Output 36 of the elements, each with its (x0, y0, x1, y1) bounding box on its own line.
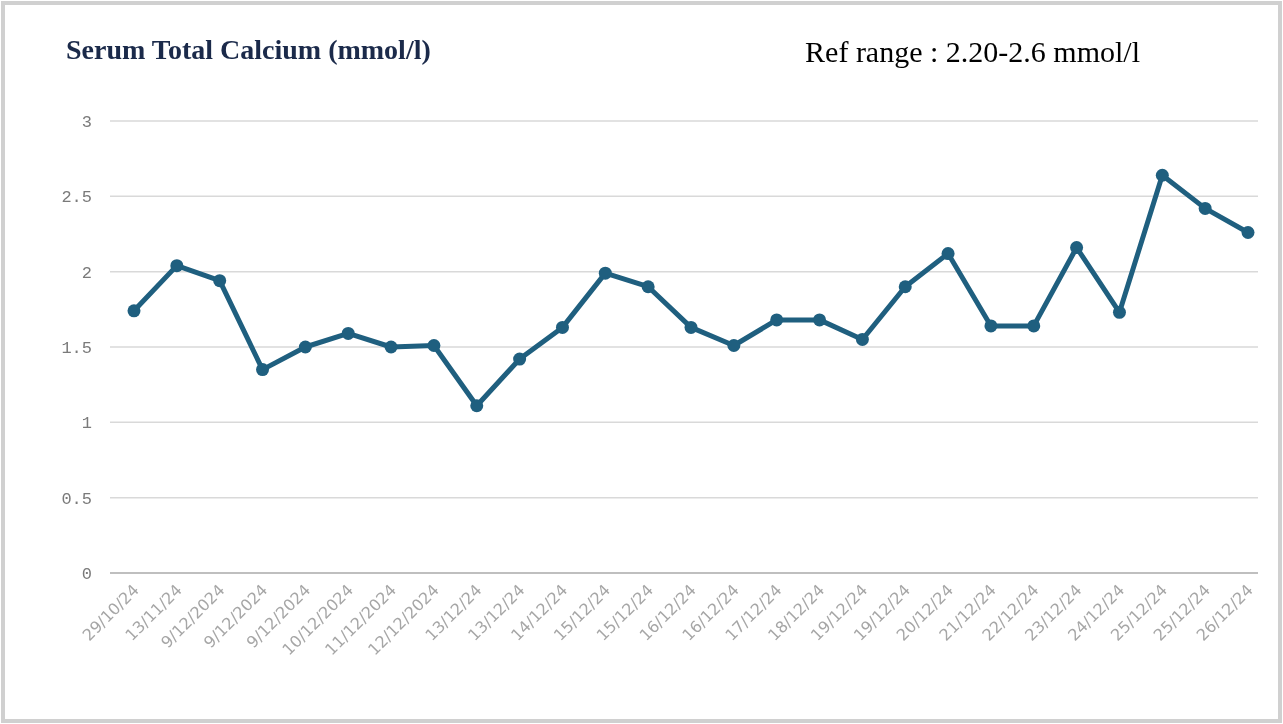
point (941, 247, 955, 261)
point (1241, 225, 1255, 239)
y-tick-label: 2.5 (61, 188, 92, 208)
point (427, 338, 441, 352)
point (470, 399, 484, 413)
point (1027, 319, 1041, 333)
point (855, 332, 869, 346)
text: Ref range : 2.20-2.6 mmol/l (805, 35, 1140, 68)
point (598, 266, 612, 280)
point (898, 280, 912, 294)
point (770, 313, 784, 327)
y-tick-label: 2 (81, 263, 92, 283)
point (1070, 241, 1084, 255)
point (513, 352, 527, 366)
point (555, 320, 569, 334)
point (213, 274, 227, 288)
point (1112, 305, 1126, 319)
point (298, 340, 312, 354)
y-tick-label: 1.5 (61, 339, 92, 358)
point (1155, 168, 1169, 182)
point (127, 304, 141, 318)
point (170, 259, 184, 273)
chart-title: Serum Total Calcium (mmol/l) (66, 34, 431, 65)
point (684, 320, 698, 334)
y-tick-label: 0.5 (61, 489, 92, 509)
y-tick-label: 0 (81, 565, 92, 584)
point (341, 326, 355, 340)
point (727, 338, 741, 352)
point (384, 340, 398, 354)
point (813, 313, 827, 327)
point (984, 319, 998, 333)
point (641, 280, 655, 294)
y-tick-label: 3 (81, 113, 92, 132)
point (256, 363, 270, 377)
point (1198, 201, 1212, 215)
y-tick-label: 1 (81, 414, 92, 434)
